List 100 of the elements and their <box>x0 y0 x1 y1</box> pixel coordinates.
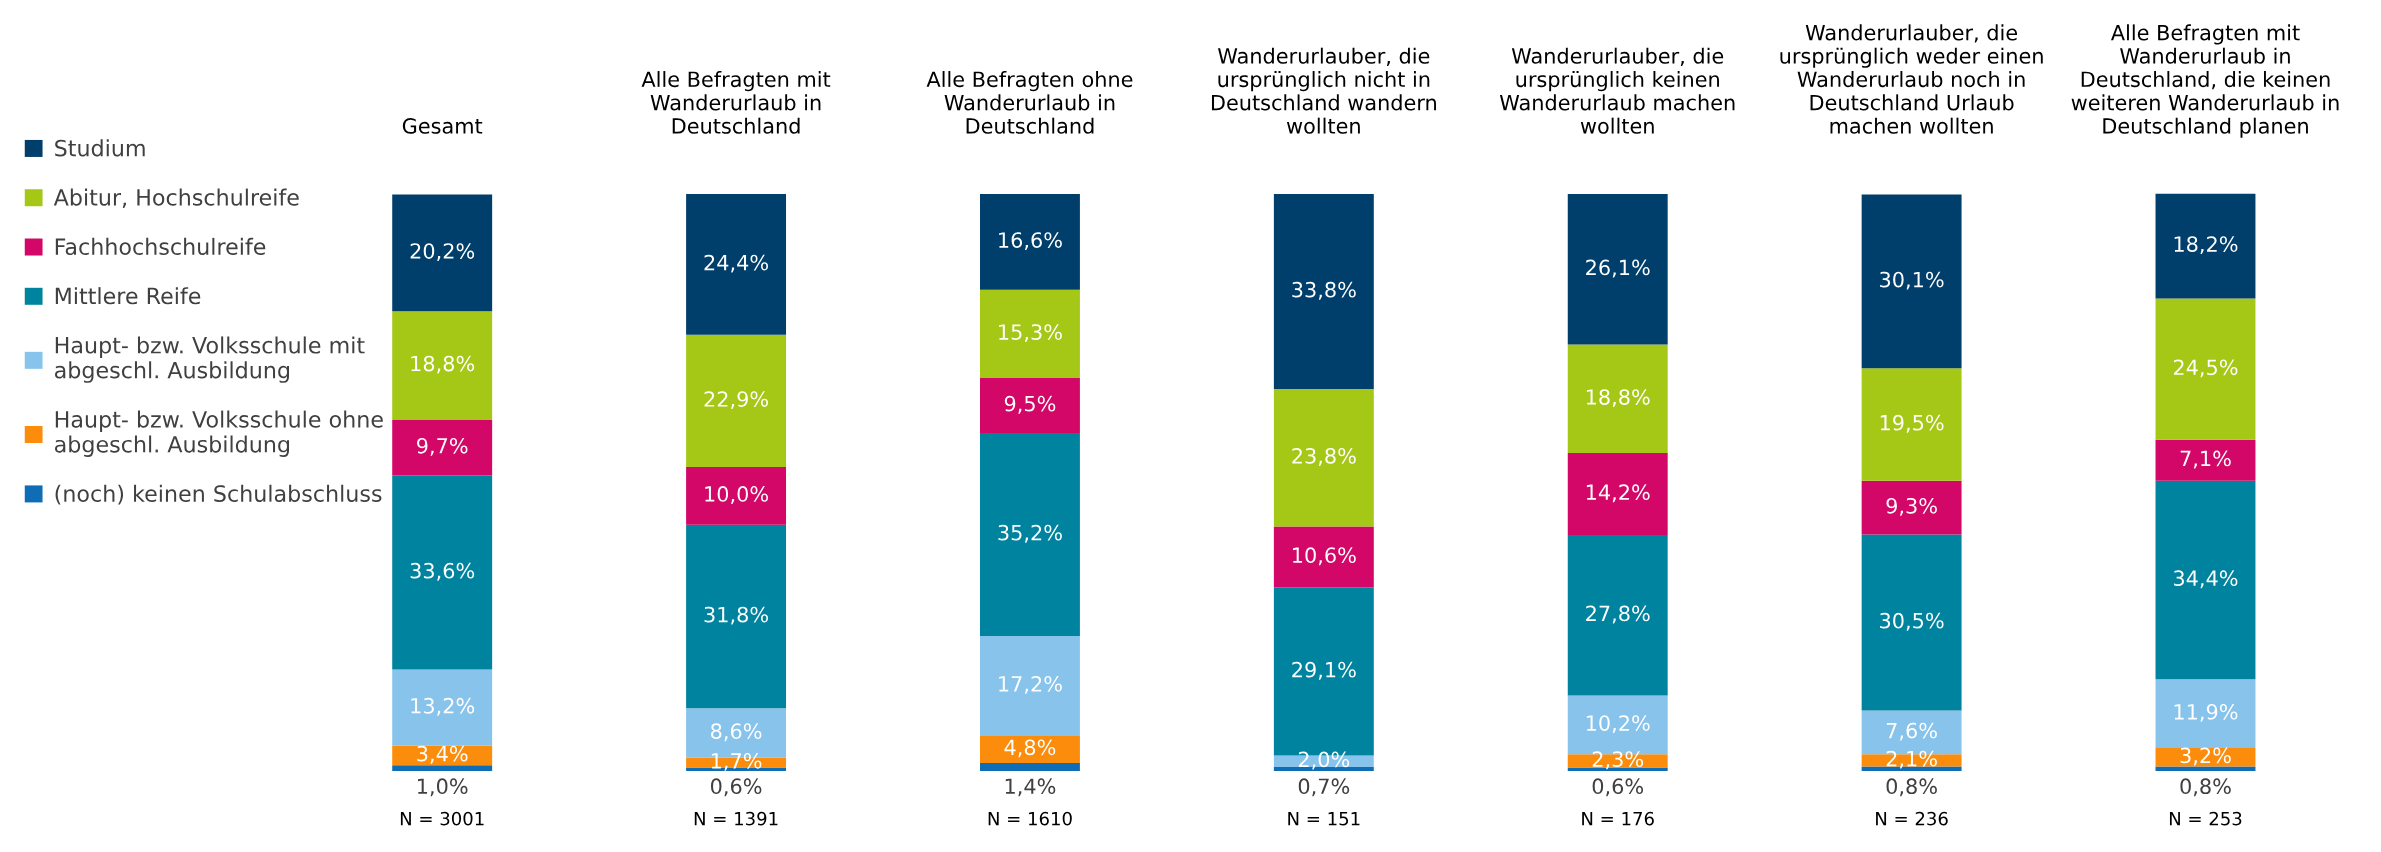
data-label: 22,9% <box>704 391 769 410</box>
data-label: 1,0% <box>418 778 468 797</box>
bar <box>979 432 1080 637</box>
data-label: 17,2% <box>999 675 1062 694</box>
bar <box>1861 368 1962 481</box>
bar <box>392 194 493 312</box>
data-label: 9,3% <box>1886 497 1937 516</box>
x-tick-label: Alle Befragten ohne Wanderurlaub in Deutschland <box>926 71 1133 134</box>
bar <box>1567 535 1668 696</box>
text: N = 151 <box>1288 812 1360 826</box>
bar <box>1567 344 1668 454</box>
data-label: 34,4% <box>2173 570 2238 589</box>
data-label: 30,5% <box>1880 612 1944 631</box>
legend-label: (noch) keinen Schulabschluss <box>55 484 382 505</box>
x-tick-label: Wanderurlauber, die ursprünglich keinen Wanderurlaub machen wollten <box>1499 47 1735 134</box>
bar <box>392 765 493 772</box>
bar <box>1273 193 1374 390</box>
data-label: 18,8% <box>411 355 475 374</box>
data-label: 0,6% <box>1592 778 1644 797</box>
bar <box>2155 679 2256 748</box>
x-tick-label: Wanderurlauber, die ursprünglich weder einen Wanderurlaub noch in Deutschland Urlaub machen wollten <box>1780 24 2043 134</box>
data-label: 10,6% <box>1293 547 1356 566</box>
text: N = 176 <box>1582 811 1654 826</box>
data-label: 33,6% <box>410 562 475 581</box>
data-label: 2,3% <box>1592 751 1644 770</box>
bar <box>979 193 1080 290</box>
data-label: 14,2% <box>1586 484 1650 503</box>
data-label: 33,8% <box>1292 281 1356 300</box>
text: N = 3001 <box>400 811 484 826</box>
bar <box>979 735 1080 763</box>
bar <box>2155 298 2256 440</box>
data-label: 8,6% <box>711 723 762 742</box>
bar <box>1861 480 1962 535</box>
data-label: 3,4% <box>417 745 468 764</box>
bar <box>686 466 787 525</box>
bar <box>1273 526 1374 588</box>
legend-label: Abitur, Hochschulreife <box>53 188 299 209</box>
data-label: 10,0% <box>705 486 769 504</box>
bar <box>1861 194 1962 369</box>
data-label: 15,3% <box>999 324 1062 343</box>
x-tick-label: Alle Befragten mit Wanderurlaub in Deutschland, die keinen weiteren Wanderurlaub in Deutschland planen <box>2071 24 2339 138</box>
data-label: 7,1% <box>2180 450 2231 469</box>
data-label: 35,2% <box>998 524 1062 543</box>
bar <box>979 636 1080 736</box>
bar <box>979 378 1080 433</box>
text: N = 1391 <box>694 811 778 826</box>
data-label: 7,6% <box>1886 722 1937 741</box>
data-label: 9,5% <box>1004 395 1056 414</box>
text: N = 1610 <box>988 811 1072 826</box>
bar <box>2155 439 2256 481</box>
bar <box>392 311 493 420</box>
x-tick-label: Gesamt <box>402 118 483 134</box>
data-label: 3,2% <box>2180 747 2231 766</box>
text: N = 253 <box>2169 811 2242 826</box>
data-label: 27,8% <box>1586 605 1650 624</box>
bar <box>686 193 787 335</box>
legend-label: Studium <box>55 139 145 157</box>
data-label: 30,1% <box>1880 271 1944 290</box>
data-label: 16,6% <box>999 232 1062 251</box>
bar <box>1273 389 1374 527</box>
bar <box>686 334 787 467</box>
data-label: 0,6% <box>710 778 762 797</box>
data-label: 18,2% <box>2174 236 2238 255</box>
bar <box>1567 453 1668 536</box>
bar <box>1861 534 1962 711</box>
data-label: 1,4% <box>1005 778 1056 797</box>
data-label: 1,7% <box>711 752 762 771</box>
bar <box>979 762 1080 772</box>
data-label: 26,1% <box>1586 259 1650 278</box>
x-tick-label: Wanderurlauber, die ursprünglich nicht in Deutschland wandern wollten <box>1211 47 1436 134</box>
data-label: 10,2% <box>1586 715 1650 734</box>
data-label: 0,8% <box>1886 778 1937 797</box>
data-label: 13,2% <box>411 697 475 716</box>
data-label: 24,4% <box>704 254 769 273</box>
data-label: 9,7% <box>417 437 468 456</box>
data-label: 2,1% <box>1886 750 1937 769</box>
data-label: 0,7% <box>1298 778 1350 797</box>
text: N = 236 <box>1876 811 1948 826</box>
data-label: 4,8% <box>1004 739 1056 758</box>
legend-label: Mittlere Reife <box>55 287 201 305</box>
data-label: 0,8% <box>2180 778 2231 797</box>
data-label: 24,5% <box>2173 359 2238 378</box>
data-label: 2,0% <box>1298 751 1350 770</box>
bar <box>686 524 787 709</box>
data-label: 18,8% <box>1586 389 1650 408</box>
legend-label: Fachhochschulreife <box>55 237 266 256</box>
x-tick-label: Alle Befragten mit Wanderurlaub in Deutschland <box>641 71 831 134</box>
data-label: 11,9% <box>2174 703 2238 722</box>
bar <box>2155 480 2256 680</box>
data-label: 29,1% <box>1292 661 1356 680</box>
legend-label: Haupt- bzw. Volksschule mit abgeschl. Ausbildung <box>54 336 365 383</box>
bar <box>979 289 1080 379</box>
bar <box>2155 766 2256 772</box>
bar <box>392 475 493 670</box>
bar <box>1567 193 1668 345</box>
data-label: 20,2% <box>410 243 475 262</box>
legend-label: Haupt- bzw. Volksschule ohne abgeschl. Ausbildung <box>54 410 383 457</box>
bar <box>392 669 493 746</box>
bar <box>392 419 493 476</box>
data-label: 23,8% <box>1292 447 1356 466</box>
